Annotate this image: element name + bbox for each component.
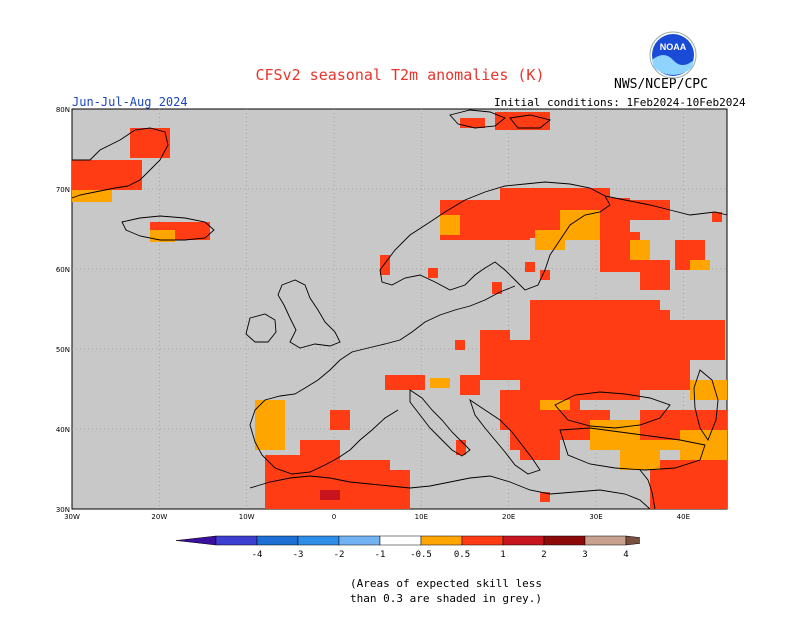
anomaly-cell — [130, 128, 170, 158]
colorbar-segment — [543, 535, 586, 546]
anomaly-cell — [600, 300, 640, 330]
lat-label: 60N — [56, 266, 70, 274]
lon-labels: 30W 20W 10W 0 10E 20E 30E 40E — [64, 513, 690, 521]
anomaly-cell — [492, 282, 502, 294]
colorbar-label: 0.5 — [454, 550, 470, 560]
anomaly-cell — [280, 470, 300, 490]
lat-labels: 80N 70N 60N 50N 40N 30N — [56, 106, 70, 514]
anomaly-cell — [440, 215, 460, 235]
anomaly-cell — [650, 460, 727, 509]
colorbar-label: -3 — [293, 550, 304, 560]
colorbar-segment — [256, 535, 299, 546]
logo-text: NOAA — [660, 42, 687, 52]
anomaly-cell — [255, 400, 285, 450]
lon-label: 20W — [151, 513, 167, 521]
colorbar-label: -4 — [252, 550, 263, 560]
lon-label: 30W — [64, 513, 80, 521]
colorbar-label: -2 — [334, 550, 345, 560]
lon-label: 40E — [677, 513, 690, 521]
colorbar-segment — [461, 535, 504, 546]
lat-label: 80N — [56, 106, 70, 114]
initial-conditions-label: Initial conditions: 1Feb2024-10Feb2024 — [494, 96, 746, 109]
anomaly-cell — [620, 440, 660, 470]
anomaly-cell — [320, 490, 340, 500]
anomaly-cell — [460, 375, 480, 395]
anomaly-cell — [645, 320, 725, 360]
lat-label: 40N — [56, 426, 70, 434]
anomaly-cell — [495, 112, 550, 130]
colorbar-label: -0.5 — [410, 550, 432, 560]
lon-label: 20E — [502, 513, 515, 521]
anomaly-cell — [330, 410, 350, 430]
anomaly-cell — [525, 262, 535, 272]
coastlines — [71, 109, 728, 510]
lat-label: 70N — [56, 186, 70, 194]
anomaly-cell — [600, 198, 630, 238]
colorbar-segment — [297, 535, 340, 546]
lon-label: 0 — [332, 513, 336, 521]
lon-label: 10W — [239, 513, 255, 521]
anomaly-cell — [580, 410, 610, 420]
anomaly-cell — [660, 310, 670, 320]
colorbar-labels: -4 -3 -2 -1 -0.5 0.5 1 2 3 4 — [252, 550, 629, 560]
lat-label: 30N — [56, 506, 70, 514]
anomaly-cell — [712, 212, 722, 222]
anomaly-cell — [455, 340, 465, 350]
map-title: CFSv2 seasonal T2m anomalies (K) — [255, 66, 545, 84]
anomaly-cell — [460, 118, 485, 128]
colorbar-segments — [175, 535, 640, 546]
colorbar-label: -1 — [375, 550, 386, 560]
colorbar-label: 4 — [623, 550, 628, 560]
anomaly-cell — [430, 378, 450, 388]
anomaly-cell — [640, 260, 670, 290]
anomaly-cell — [640, 360, 690, 390]
colorbar-arrow-left — [175, 535, 217, 546]
colorbar-label: 2 — [541, 550, 546, 560]
anomaly-cell — [428, 268, 438, 278]
anomaly-cell — [370, 470, 410, 509]
lon-label: 30E — [589, 513, 602, 521]
anomaly-cell — [385, 375, 425, 390]
colorbar-segment — [502, 535, 545, 546]
anomaly-cell — [380, 255, 390, 275]
colorbar-segment — [584, 535, 627, 546]
colorbar: -4 -3 -2 -1 -0.5 0.5 1 2 3 4 — [175, 535, 640, 560]
anomaly-cell — [540, 270, 550, 280]
lat-label: 50N — [56, 346, 70, 354]
colorbar-segment — [338, 535, 381, 546]
anomaly-cell — [456, 440, 466, 455]
colorbar-label: 1 — [500, 550, 505, 560]
lon-label: 10E — [415, 513, 428, 521]
noaa-logo: NOAA — [649, 31, 697, 79]
colorbar-segment — [379, 535, 422, 546]
anomaly-cells — [72, 112, 727, 509]
anomaly-cell — [72, 190, 112, 202]
season-label: Jun-Jul-Aug 2024 — [72, 95, 188, 109]
skill-note-line1: (Areas of expected skill less — [350, 577, 543, 590]
anomaly-cell — [690, 260, 710, 270]
anomaly-cell — [630, 200, 670, 220]
colorbar-label: 3 — [582, 550, 587, 560]
skill-note-line2: than 0.3 are shaded in grey.) — [350, 592, 543, 605]
anomaly-cell — [540, 492, 550, 502]
colorbar-segment — [420, 535, 463, 546]
anomaly-cell — [488, 330, 508, 340]
anomaly-cell — [630, 240, 650, 260]
anomaly-cell — [690, 380, 727, 400]
colorbar-segment — [215, 535, 258, 546]
colorbar-arrow-right — [625, 535, 640, 546]
anomaly-cell — [535, 230, 565, 250]
agency-label: NWS/NCEP/CPC — [614, 77, 708, 92]
anomaly-cell — [72, 160, 142, 190]
